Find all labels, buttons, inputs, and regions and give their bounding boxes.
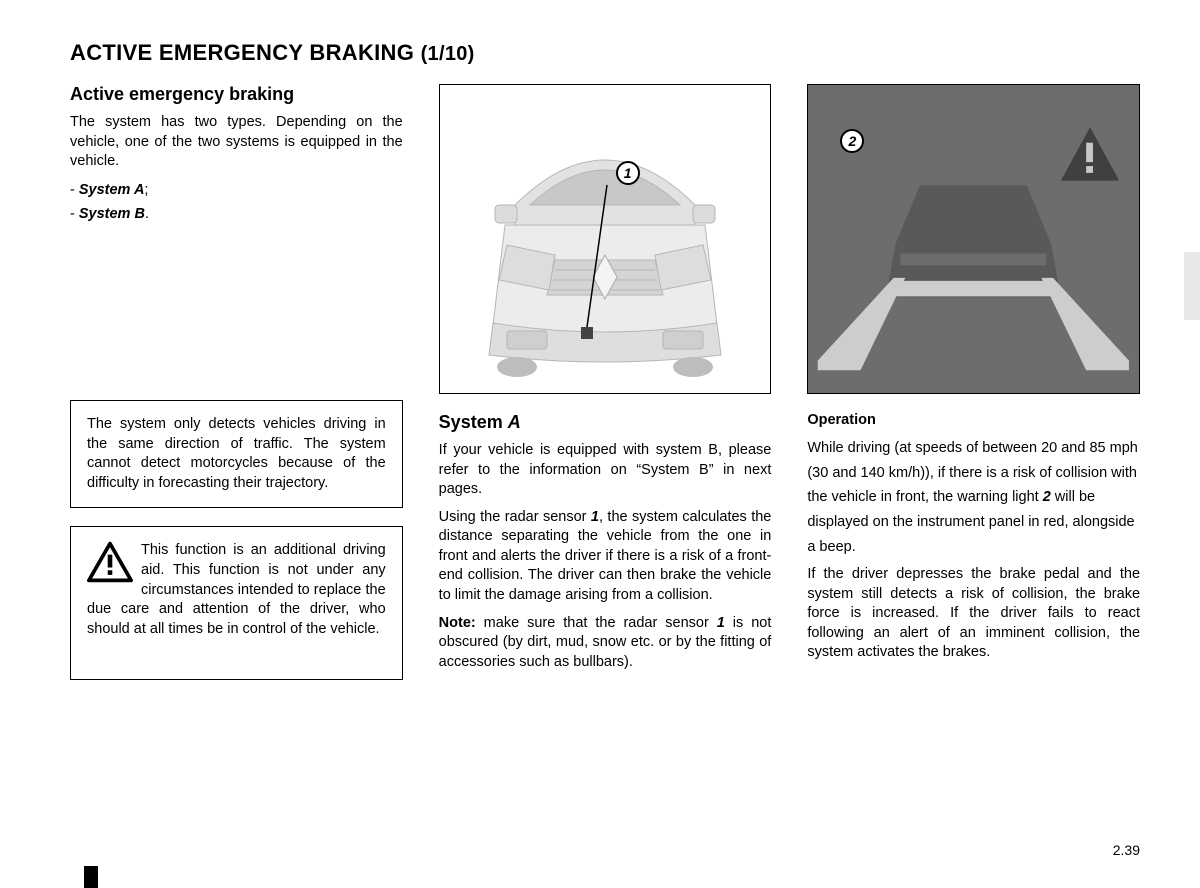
columns: Active emergency braking The system has …: [70, 84, 1140, 680]
op-p1: While driving (at speeds of between 20 a…: [807, 436, 1140, 559]
vehicle-illustration: [445, 95, 765, 385]
sys-a-p1: If your vehicle is equipped with system …: [439, 441, 772, 500]
page-count: (1/10): [421, 43, 475, 65]
page-tab-marker: [84, 866, 98, 888]
system-a-item: - System A;: [70, 180, 403, 200]
info-box: The system only detects vehicles driving…: [70, 400, 403, 508]
title-text: ACTIVE EMERGENCY BRAKING: [70, 40, 414, 65]
system-b-item: - System B.: [70, 204, 403, 224]
intro-text: The system has two types. Depending on t…: [70, 113, 403, 172]
sys-a-note: Note: make sure that the radar sensor 1 …: [439, 614, 772, 673]
operation-heading: Operation: [807, 412, 1140, 428]
figure-warning-display: 39526 2: [807, 84, 1140, 394]
column-2: 50860: [439, 84, 772, 680]
side-tab-marker: [1184, 252, 1200, 320]
figure-vehicle-front: 50860: [439, 84, 772, 394]
warning-triangle-icon: [87, 541, 133, 583]
op-p2: If the driver depresses the brake pedal …: [807, 565, 1140, 663]
page-title: ACTIVE EMERGENCY BRAKING (1/10): [70, 40, 1140, 66]
column-1: Active emergency braking The system has …: [70, 84, 403, 680]
column-3: 39526 2 Op: [807, 84, 1140, 680]
callout-1: 1: [616, 161, 640, 185]
system-a-heading: System A: [439, 412, 772, 433]
sys-a-p2: Using the radar sensor 1, the system cal…: [439, 508, 772, 606]
warning-box: This function is an additional driving a…: [70, 526, 403, 680]
subheading-aeb: Active emergency braking: [70, 84, 403, 105]
page-number: 2.39: [1113, 842, 1140, 858]
